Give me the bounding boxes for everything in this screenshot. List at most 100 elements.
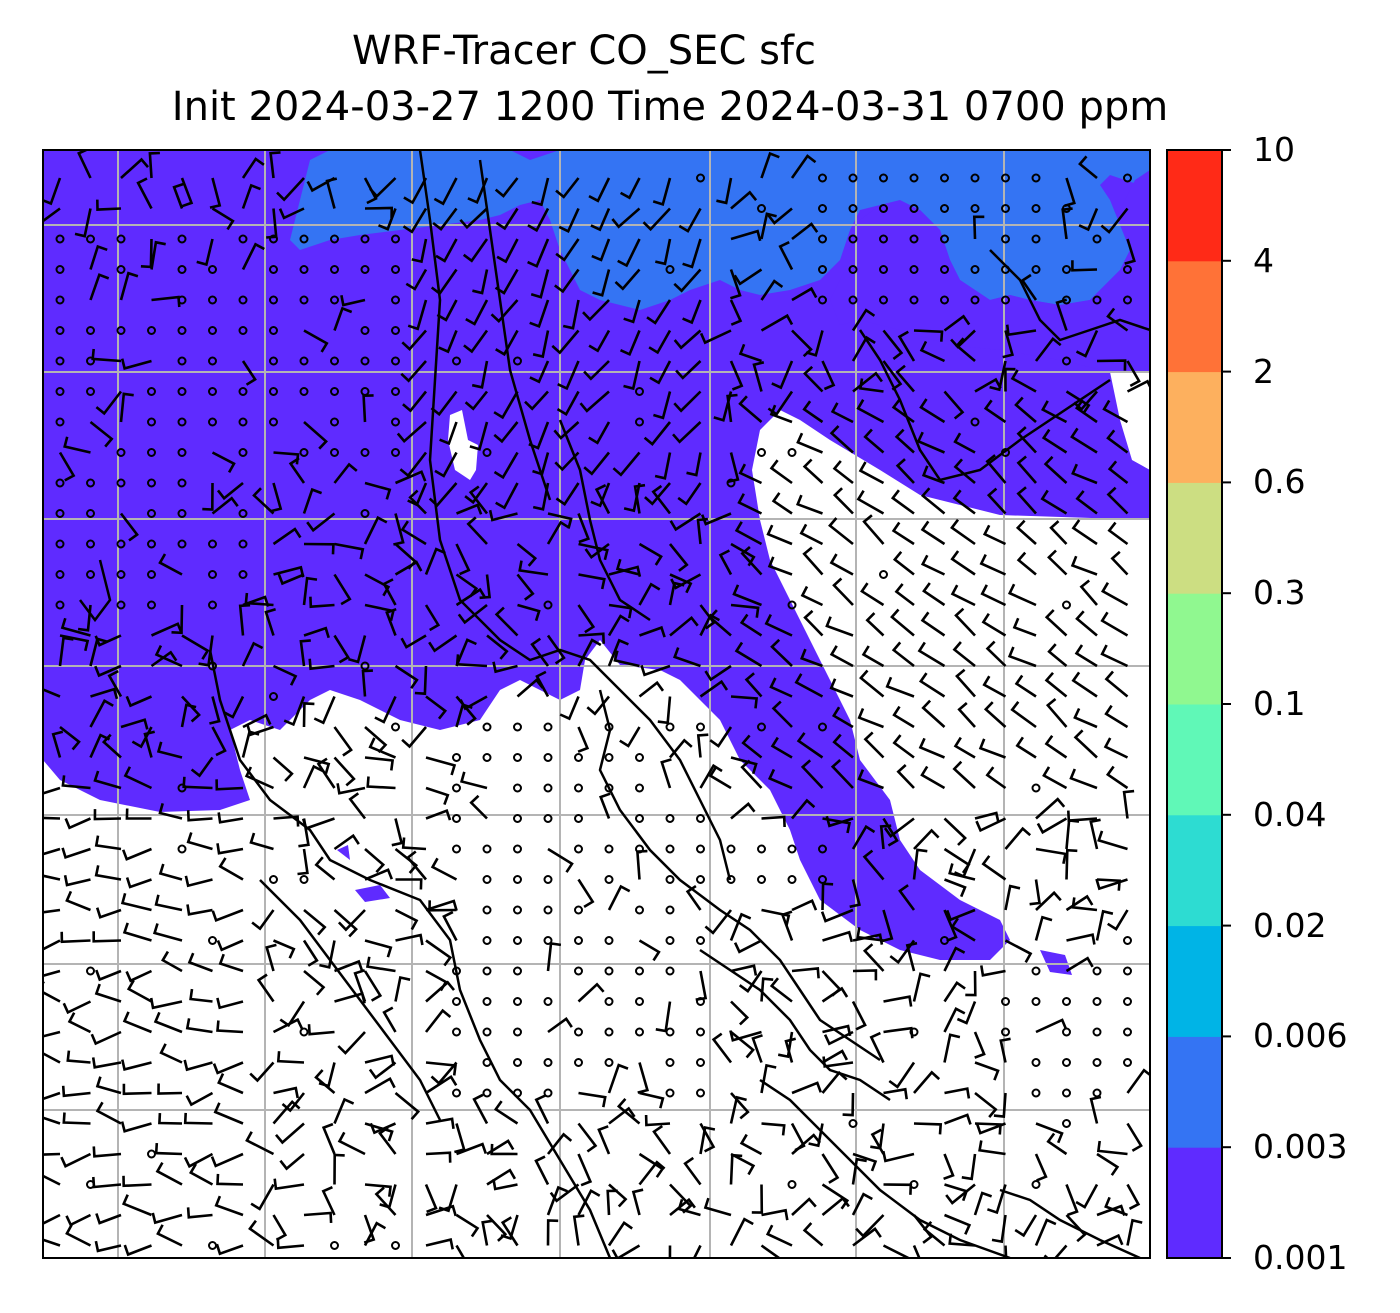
wind-barb — [400, 520, 427, 546]
calm-wind-circle — [482, 753, 492, 762]
wind-barb — [950, 917, 976, 942]
wind-barb — [648, 329, 672, 355]
map-title-line-1: WRF-Tracer CO_SEC sfc — [351, 28, 817, 74]
wind-barb — [249, 1061, 275, 1083]
wind-barb — [778, 241, 794, 271]
wind-barb — [89, 637, 108, 667]
calm-wind-circle — [909, 1180, 919, 1189]
wind-barb — [425, 1151, 452, 1163]
wind-barb — [273, 451, 300, 465]
calm-wind-circle — [1092, 1027, 1102, 1037]
wind-barb — [738, 970, 763, 993]
colorbar-band — [1167, 150, 1222, 262]
calm-wind-circle — [269, 356, 278, 366]
wind-barb — [751, 1034, 763, 1063]
wind-barb — [172, 182, 184, 209]
wind-barb — [43, 1238, 61, 1247]
wind-barb — [999, 1037, 1011, 1063]
calm-wind-circle — [330, 295, 339, 305]
calm-wind-circle — [208, 326, 217, 335]
wind-barb — [122, 1175, 152, 1188]
wind-barb — [95, 969, 122, 982]
wind-barb — [920, 487, 946, 515]
wind-barb — [95, 390, 123, 416]
wind-barb — [677, 482, 702, 506]
wind-barb — [1106, 429, 1129, 454]
wind-barb — [668, 543, 689, 572]
wind-barb — [972, 215, 985, 240]
wind-barb — [760, 279, 784, 301]
calm-wind-circle — [665, 1058, 675, 1067]
calm-wind-circle — [635, 1027, 644, 1037]
wind-barb — [276, 1051, 305, 1064]
wind-barb — [158, 863, 183, 881]
calm-wind-circle — [147, 539, 156, 549]
calm-wind-circle — [177, 265, 187, 274]
wind-barb — [791, 1081, 823, 1095]
wind-barb — [637, 1062, 650, 1094]
calm-wind-circle — [238, 570, 248, 579]
calm-wind-circle — [177, 844, 187, 854]
calm-wind-circle — [360, 326, 370, 335]
wind-barb — [943, 1033, 961, 1063]
calm-wind-circle — [238, 417, 248, 427]
wind-barb — [494, 177, 519, 198]
calm-wind-circle — [1123, 173, 1132, 183]
wind-barb — [467, 177, 489, 205]
calm-wind-circle — [757, 204, 766, 213]
wind-barb — [244, 592, 274, 607]
wind-barb — [1107, 460, 1129, 485]
calm-wind-circle — [665, 1027, 675, 1037]
wind-barb — [303, 626, 330, 639]
colorbar-band — [1167, 482, 1222, 594]
calm-wind-circle — [1001, 204, 1010, 213]
calm-wind-circle — [147, 326, 156, 335]
calm-wind-circle — [1031, 1180, 1041, 1189]
wind-barb — [738, 395, 763, 423]
wind-barb — [1074, 399, 1098, 424]
calm-wind-circle — [360, 234, 370, 244]
wind-barb — [336, 783, 366, 795]
wind-barb — [729, 912, 752, 941]
calm-wind-circle — [604, 1027, 614, 1037]
wind-barb — [120, 1121, 152, 1133]
calm-wind-circle — [482, 905, 492, 915]
calm-wind-circle — [940, 204, 949, 213]
calm-wind-circle — [238, 234, 248, 244]
wind-barb — [241, 157, 265, 179]
wind-barb — [555, 482, 580, 507]
calm-wind-circle — [55, 295, 65, 305]
map-title-line-2: Init 2024-03-27 1200 Time 2024-03-31 070… — [171, 84, 1169, 130]
wind-barb — [912, 848, 928, 880]
wind-barb — [770, 736, 793, 759]
wind-barb — [534, 1155, 550, 1186]
wind-barb — [534, 1094, 550, 1125]
wind-barb — [974, 811, 1000, 823]
wind-barb — [950, 584, 976, 607]
colorbar-tick-label: 0.6 — [1253, 462, 1306, 502]
wind-barb — [302, 764, 324, 789]
wind-barb — [732, 584, 762, 607]
wind-barb — [456, 503, 483, 515]
wind-barb — [828, 517, 854, 546]
calm-wind-circle — [574, 1027, 583, 1037]
calm-wind-circle — [238, 326, 248, 335]
wind-barb — [528, 421, 550, 450]
wind-barb — [471, 360, 489, 389]
wind-barb — [718, 549, 733, 576]
wind-barb — [364, 868, 394, 881]
wind-barb — [829, 645, 854, 668]
wind-barb — [800, 759, 824, 789]
calm-wind-circle — [543, 753, 553, 762]
calm-wind-circle — [391, 356, 400, 366]
wind-barb — [639, 625, 666, 638]
wind-barb — [364, 1054, 395, 1066]
wind-barb — [382, 578, 397, 606]
wind-barb — [821, 1196, 850, 1217]
wind-barb — [463, 329, 489, 354]
wind-barb — [272, 1099, 301, 1125]
wind-barb — [66, 1050, 91, 1064]
wind-barb — [651, 484, 672, 515]
wind-barb — [125, 695, 153, 708]
wind-barb — [183, 1112, 213, 1125]
